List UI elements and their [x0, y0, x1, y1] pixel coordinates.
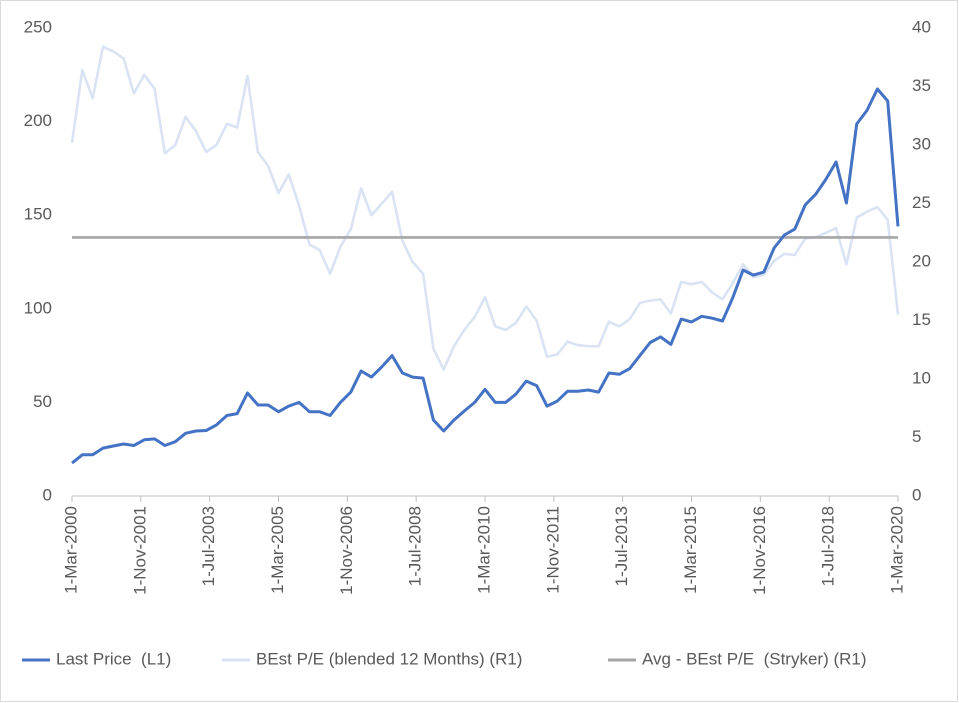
- y-tick-label: 150: [24, 205, 52, 224]
- x-tick-label: 1-Jul-2013: [612, 506, 631, 586]
- x-tick-label: 1-Nov-2016: [750, 506, 769, 595]
- x-tick-label: 1-Mar-2000: [61, 506, 80, 594]
- x-tick-label: 1-Nov-2006: [337, 506, 356, 595]
- y2-tick-label: 40: [912, 17, 931, 36]
- y-tick-label: 200: [24, 111, 52, 130]
- legend-label: BEst P/E (blended 12 Months) (R1): [256, 649, 522, 668]
- y-tick-label: 100: [24, 298, 52, 317]
- series-line: [70, 45, 900, 371]
- series-line: [71, 87, 900, 465]
- legend-label: Last Price (L1): [56, 649, 171, 668]
- x-tick-label: 1-Mar-2010: [474, 506, 493, 594]
- x-tick-label: 1-Mar-2005: [268, 506, 287, 594]
- y-tick-label: 50: [33, 392, 52, 411]
- x-tick-label: 1-Nov-2011: [543, 506, 562, 594]
- x-tick-label: 1-Mar-2015: [681, 506, 700, 594]
- y2-tick-label: 10: [912, 368, 931, 387]
- y-tick-label: 0: [43, 485, 52, 504]
- legend-label: Avg - BEst P/E (Stryker) (R1): [642, 649, 867, 668]
- y2-tick-label: 20: [912, 251, 931, 270]
- y2-tick-label: 15: [912, 310, 931, 329]
- y2-tick-label: 5: [912, 427, 921, 446]
- x-tick-label: 1-Jul-2003: [199, 506, 218, 586]
- y2-tick-label: 30: [912, 134, 931, 153]
- x-tick-label: 1-Nov-2001: [130, 506, 149, 595]
- y2-tick-label: 25: [912, 193, 931, 212]
- x-tick-label: 1-Mar-2020: [887, 506, 906, 594]
- x-tick-label: 1-Jul-2008: [406, 506, 425, 586]
- y-tick-label: 250: [24, 17, 52, 36]
- y2-tick-label: 35: [912, 76, 931, 95]
- x-tick-label: 1-Jul-2018: [819, 506, 838, 586]
- y2-tick-label: 0: [912, 485, 921, 504]
